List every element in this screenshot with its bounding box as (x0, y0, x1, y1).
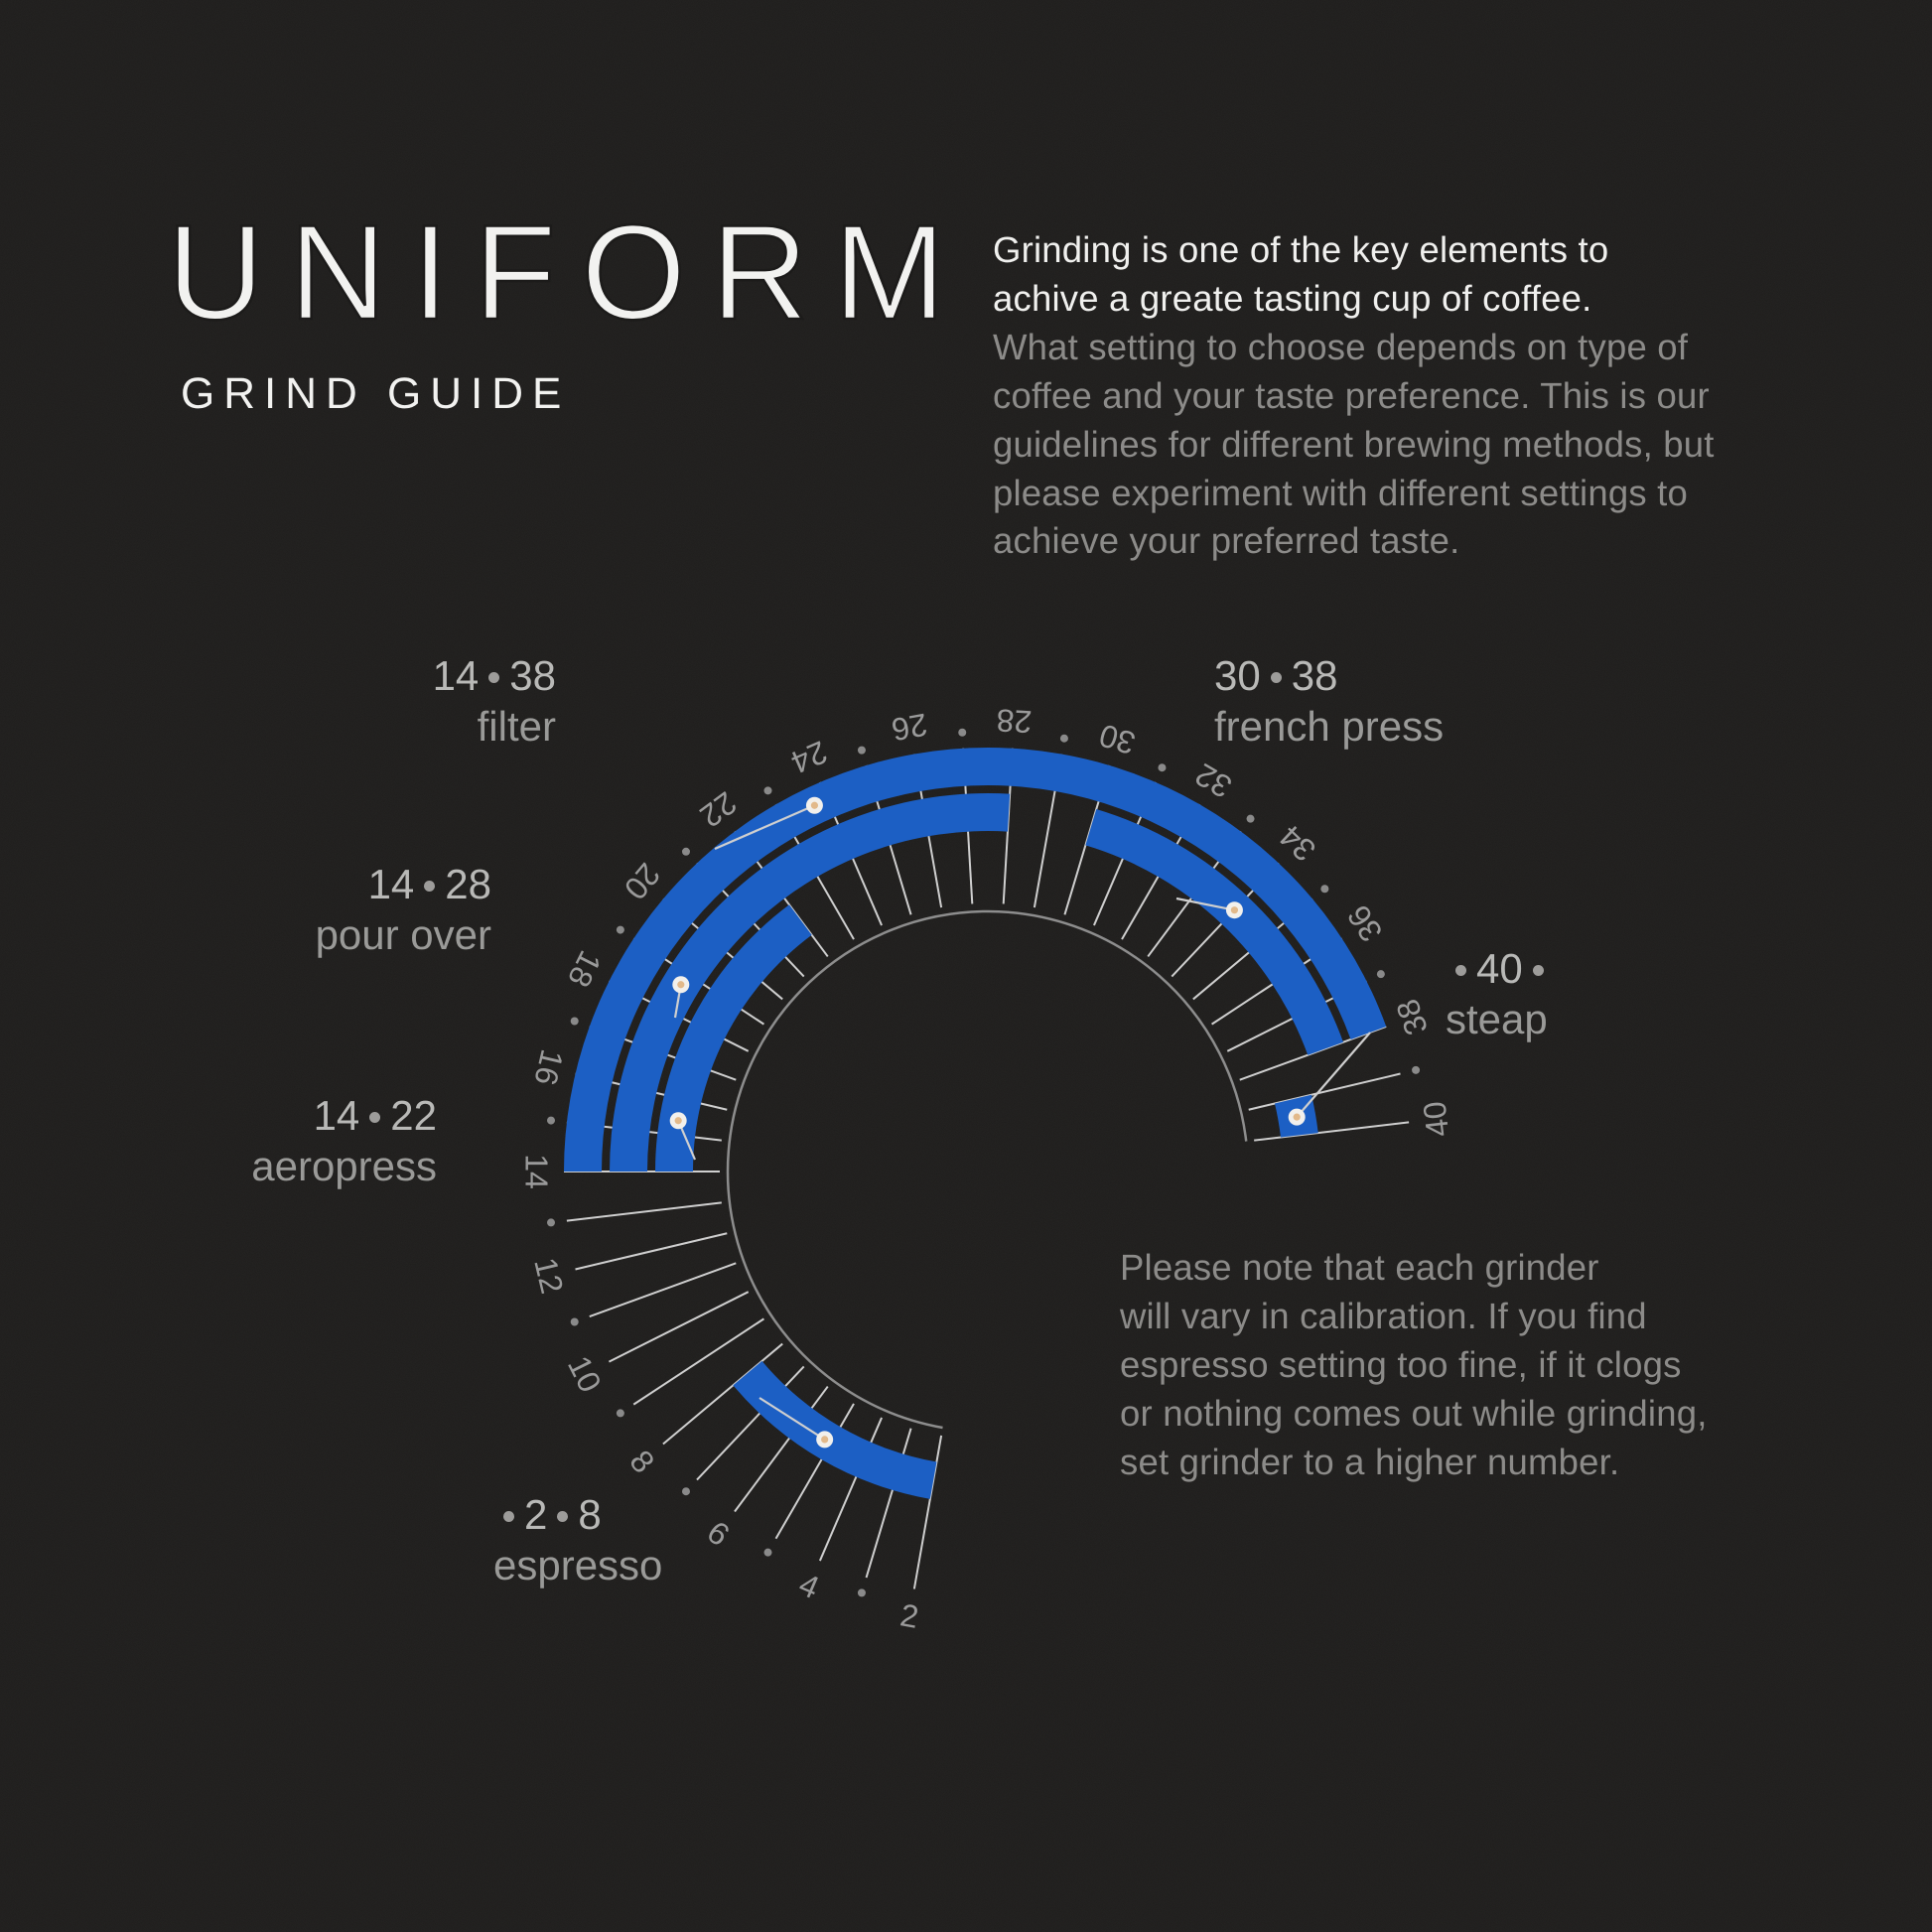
svg-text:20: 20 (618, 857, 667, 906)
svg-text:28: 28 (996, 702, 1034, 740)
svg-text:4: 4 (794, 1566, 825, 1605)
svg-text:8: 8 (622, 1444, 661, 1480)
svg-text:40: 40 (1416, 1099, 1455, 1139)
svg-text:36: 36 (1340, 899, 1390, 949)
svg-text:10: 10 (561, 1350, 609, 1398)
svg-text:2: 2 (897, 1596, 921, 1635)
svg-text:18: 18 (561, 945, 609, 993)
svg-text:24: 24 (786, 734, 833, 780)
svg-text:22: 22 (694, 784, 744, 834)
svg-text:6: 6 (701, 1514, 737, 1554)
svg-text:14: 14 (519, 1154, 555, 1189)
svg-text:26: 26 (889, 707, 929, 749)
svg-text:38: 38 (1389, 995, 1435, 1040)
svg-text:32: 32 (1189, 757, 1238, 805)
svg-text:30: 30 (1095, 717, 1139, 761)
svg-text:34: 34 (1273, 818, 1323, 869)
svg-text:12: 12 (527, 1254, 570, 1297)
svg-text:16: 16 (527, 1046, 570, 1089)
